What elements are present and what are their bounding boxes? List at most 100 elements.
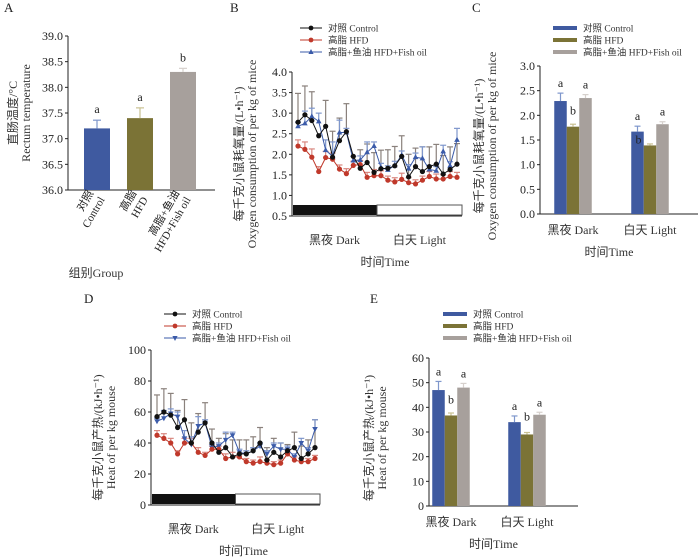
- legend-marker: [308, 49, 314, 54]
- legend-label: 高脂+鱼油 HFD+Fish oil: [583, 47, 682, 59]
- significance-label: a: [461, 366, 467, 380]
- series-line: [154, 432, 318, 468]
- bar: [444, 415, 458, 506]
- data-point: [364, 159, 370, 166]
- data-point: [343, 129, 349, 135]
- y-tick-label: 2.5: [272, 127, 287, 141]
- panel-label: A: [4, 0, 14, 15]
- significance-label: b: [524, 409, 530, 423]
- data-point: [364, 149, 370, 155]
- data-point: [309, 117, 315, 124]
- data-point: [202, 420, 208, 426]
- panel-d: D 0 20 40 60 80 100 每千克小鼠产热/(kJ•h⁻¹) Heat of per…: [84, 291, 321, 557]
- x-axis-title: 时间Time: [361, 255, 410, 269]
- y-axis-title-cn: 每千克小鼠产热/(kJ•h⁻¹): [90, 374, 105, 500]
- data-point: [440, 176, 446, 182]
- legend-label: 高脂 HFD: [473, 321, 514, 333]
- y-tick-label: 2.5: [520, 84, 535, 98]
- x-axis-title: 时间Time: [585, 245, 634, 259]
- panel-label: B: [230, 0, 239, 15]
- data-point: [168, 412, 174, 418]
- y-axis-title-en: Oxygen consumption of per kg of mice: [485, 52, 499, 241]
- y-tick-label: 0: [418, 499, 424, 513]
- data-point: [371, 143, 377, 149]
- legend-swatch: [553, 50, 577, 54]
- x-tick-label: 黑夜 Dark: [426, 514, 477, 529]
- data-point: [447, 162, 453, 168]
- light-phase-bar: [376, 204, 463, 216]
- significance-label: a: [558, 76, 564, 90]
- data-point: [350, 162, 356, 168]
- y-tick-label: 3.5: [272, 86, 287, 100]
- data-point: [154, 419, 160, 425]
- data-point: [202, 452, 208, 458]
- significance-label: b: [448, 392, 454, 406]
- x-tick-label: 白天 Light: [624, 222, 678, 237]
- significance-label: a: [537, 395, 543, 409]
- y-tick-label: 37.0: [42, 132, 63, 146]
- data-point: [270, 444, 277, 450]
- y-tick-label: 38.5: [42, 55, 63, 69]
- significance-label: a: [583, 78, 589, 92]
- legend-label: 对照 Control: [192, 309, 243, 321]
- data-point: [412, 164, 419, 170]
- data-point: [399, 176, 405, 182]
- significance-label: b: [570, 104, 576, 118]
- data-point: [257, 459, 263, 465]
- x-phase-label-dark: 黑夜 Dark: [168, 521, 219, 536]
- y-tick-label: 0: [140, 498, 146, 512]
- data-point: [309, 113, 315, 119]
- y-tick-label: 1.5: [272, 168, 287, 182]
- data-point: [371, 169, 377, 175]
- data-point: [433, 167, 440, 173]
- y-tick-label: 60: [134, 405, 146, 419]
- bar: [170, 71, 196, 190]
- dark-phase-bar: [152, 494, 236, 504]
- light-phase-bar: [235, 493, 321, 505]
- y-tick-label: 3.0: [272, 106, 287, 120]
- significance-label: a: [436, 364, 442, 378]
- data-point: [243, 459, 249, 465]
- y-tick-label: 1.0: [520, 158, 535, 172]
- significance-label: b: [636, 133, 642, 147]
- data-point: [216, 449, 222, 455]
- data-point: [209, 446, 215, 452]
- data-point: [278, 460, 284, 466]
- dark-phase-bar: [293, 205, 377, 215]
- data-point: [419, 155, 426, 161]
- data-point: [302, 120, 308, 126]
- bar: [127, 118, 153, 190]
- data-point: [195, 429, 201, 435]
- y-tick-label: 10: [412, 474, 424, 488]
- data-point: [181, 436, 188, 442]
- panel-c: C 0.0 0.5 1.0 1.5 2.0 2.5 3.0 每千克小鼠耗氧量/(L•h⁻¹) Ox…: [471, 0, 698, 259]
- bar: [84, 128, 110, 190]
- data-point: [223, 455, 229, 462]
- data-point: [406, 174, 412, 180]
- data-point: [298, 455, 304, 462]
- data-point: [454, 136, 460, 142]
- data-point: [336, 166, 343, 172]
- series-path: [297, 115, 458, 172]
- data-point: [188, 440, 194, 446]
- data-point: [298, 441, 305, 446]
- data-point: [385, 177, 391, 183]
- x-phase-label-dark: 黑夜 Dark: [309, 232, 360, 247]
- y-tick-label: 20: [412, 450, 424, 464]
- y-axis-title-cn: 每千克小鼠产热/(kJ•h⁻¹): [361, 375, 376, 501]
- legend-label: 高脂 HFD: [328, 35, 369, 47]
- bar: [432, 390, 445, 506]
- x-axis-title: 时间Time: [219, 544, 268, 557]
- data-point: [175, 451, 181, 457]
- data-point: [426, 173, 432, 180]
- bar: [508, 422, 521, 506]
- data-point: [385, 165, 391, 171]
- data-point: [295, 143, 301, 149]
- data-point: [181, 417, 188, 423]
- y-tick-label: 36.0: [42, 183, 63, 197]
- data-point: [364, 174, 370, 180]
- legend-label: 高脂 HFD: [583, 35, 624, 47]
- x-tick-label: 黑夜 Dark: [548, 222, 599, 237]
